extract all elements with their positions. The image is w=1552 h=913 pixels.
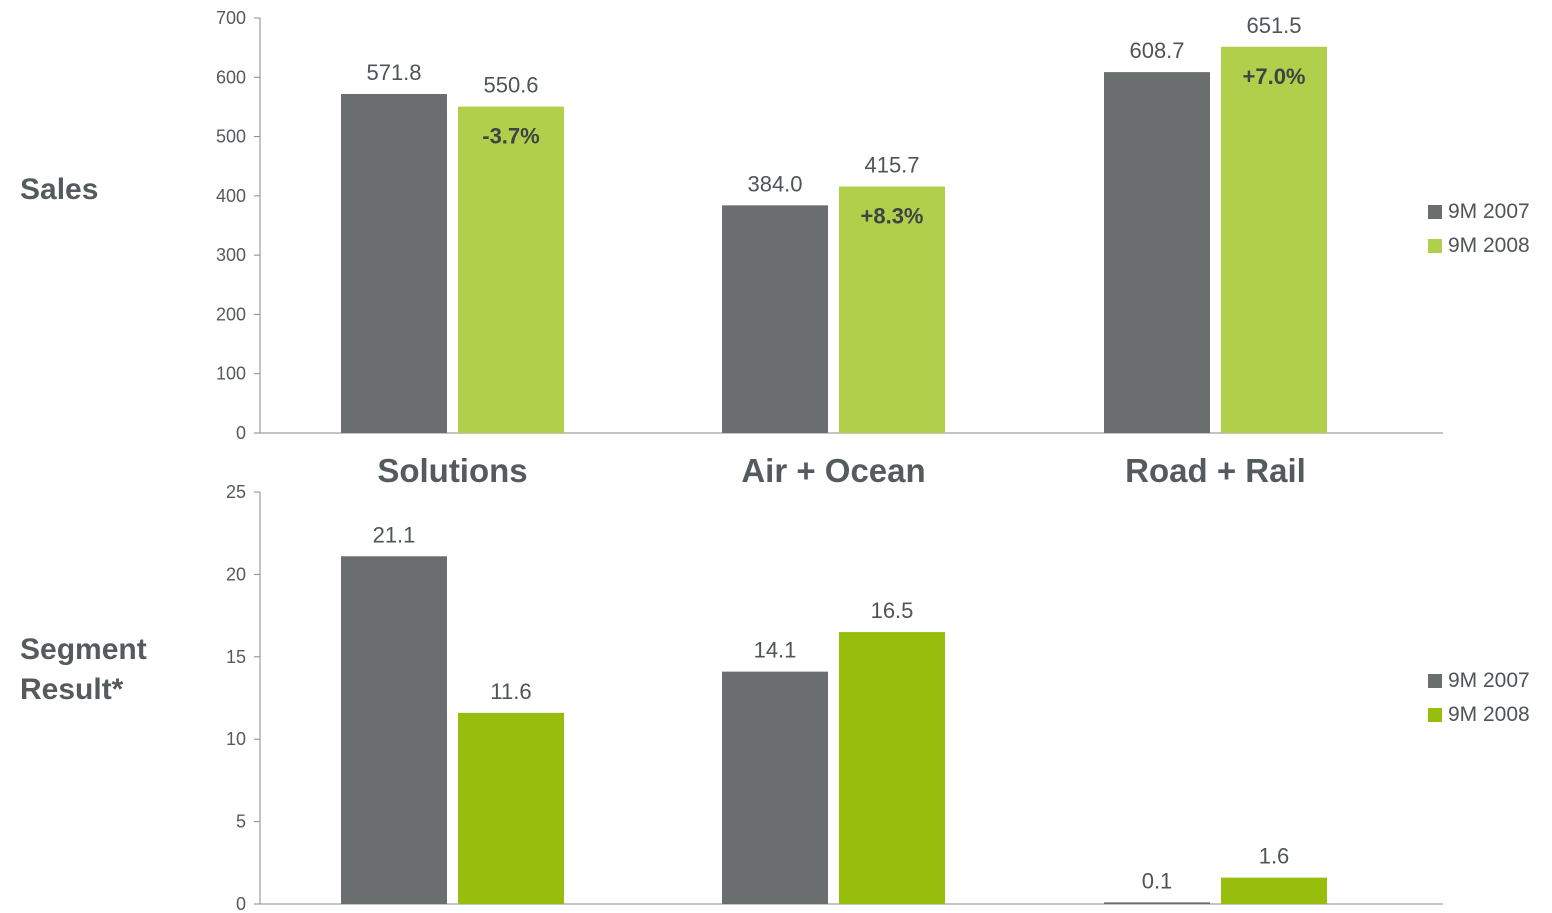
segment-legend-swatch-2007 (1428, 674, 1442, 688)
segment-y-tick-label: 10 (226, 729, 246, 749)
sales-y-tick-label: 400 (216, 186, 246, 206)
sales-y-tick-label: 700 (216, 8, 246, 28)
segment-y-tick-label: 20 (226, 564, 246, 584)
sales-data-label: 550.6 (483, 73, 538, 98)
segment-y-tick-label: 25 (226, 482, 246, 502)
sales-y-tick-label: 100 (216, 364, 246, 384)
sales-y-tick-label: 300 (216, 245, 246, 265)
sales-change-label: -3.7% (482, 124, 539, 149)
segment-data-label: 14.1 (754, 638, 797, 663)
segment-bar-2008 (839, 632, 945, 904)
segment-bar-2007 (722, 671, 828, 904)
sales-legend-item-2008: 9M 2008 (1428, 229, 1530, 263)
segment-label-line2: Result* (20, 673, 124, 706)
sales-data-label: 415.7 (864, 153, 919, 178)
sales-bar-2007 (1104, 72, 1210, 433)
sales-bar-2008 (458, 106, 564, 433)
segment-bar-2007 (1104, 902, 1210, 904)
segment-data-label: 0.1 (1142, 868, 1173, 893)
sales-legend-swatch-2007 (1428, 205, 1442, 219)
sales-legend-label-2008: 9M 2008 (1448, 234, 1530, 257)
sales-bar-2008 (1221, 46, 1327, 433)
segment-legend-swatch-2008 (1428, 708, 1442, 722)
sales-data-label: 384.0 (747, 171, 802, 196)
segment-legend-item-2007: 9M 2007 (1428, 664, 1530, 698)
sales-bar-2007 (722, 205, 828, 433)
category-label: Air + Ocean (741, 452, 925, 489)
sales-y-tick-label: 600 (216, 67, 246, 87)
sales-data-label: 571.8 (366, 60, 421, 85)
segment-legend-item-2008: 9M 2008 (1428, 698, 1530, 732)
sales-change-label: +7.0% (1243, 64, 1306, 89)
sales-bar-2008 (839, 186, 945, 433)
sales-bar-2007 (341, 94, 447, 434)
segment-y-tick-label: 0 (236, 894, 246, 913)
segment-y-tick-label: 15 (226, 647, 246, 667)
segment-data-label: 1.6 (1259, 844, 1290, 869)
sales-legend-swatch-2008 (1428, 239, 1442, 253)
segment-legend-label-2007: 9M 2007 (1448, 669, 1530, 692)
category-label: Solutions (377, 452, 527, 489)
sales-data-label: 651.5 (1246, 13, 1301, 38)
segment-bar-2007 (341, 556, 447, 904)
segment-y-tick-label: 5 (236, 812, 246, 832)
segment-legend-label-2008: 9M 2008 (1448, 703, 1530, 726)
sales-legend: 9M 2007 9M 2008 (1428, 195, 1530, 263)
sales-y-tick-label: 500 (216, 127, 246, 147)
sales-y-tick-label: 200 (216, 304, 246, 324)
segment-data-label: 21.1 (373, 522, 416, 547)
sales-legend-label-2007: 9M 2007 (1448, 200, 1530, 223)
segment-data-label: 16.5 (871, 598, 914, 623)
sales-legend-item-2007: 9M 2007 (1428, 195, 1530, 229)
sales-y-tick-label: 0 (236, 423, 246, 443)
segment-result-row-label: Segment Result* (20, 630, 147, 710)
segment-bar-2008 (1221, 877, 1327, 904)
segment-data-label: 11.6 (490, 679, 531, 704)
sales-row-label: Sales (20, 170, 98, 210)
segment-legend: 9M 2007 9M 2008 (1428, 664, 1530, 732)
sales-label-text: Sales (20, 173, 99, 206)
segment-bar-2008 (458, 712, 564, 904)
sales-data-label: 608.7 (1129, 38, 1184, 63)
category-label: Road + Rail (1125, 452, 1306, 489)
segment-label-line1: Segment (20, 633, 147, 666)
sales-change-label: +8.3% (861, 204, 924, 229)
